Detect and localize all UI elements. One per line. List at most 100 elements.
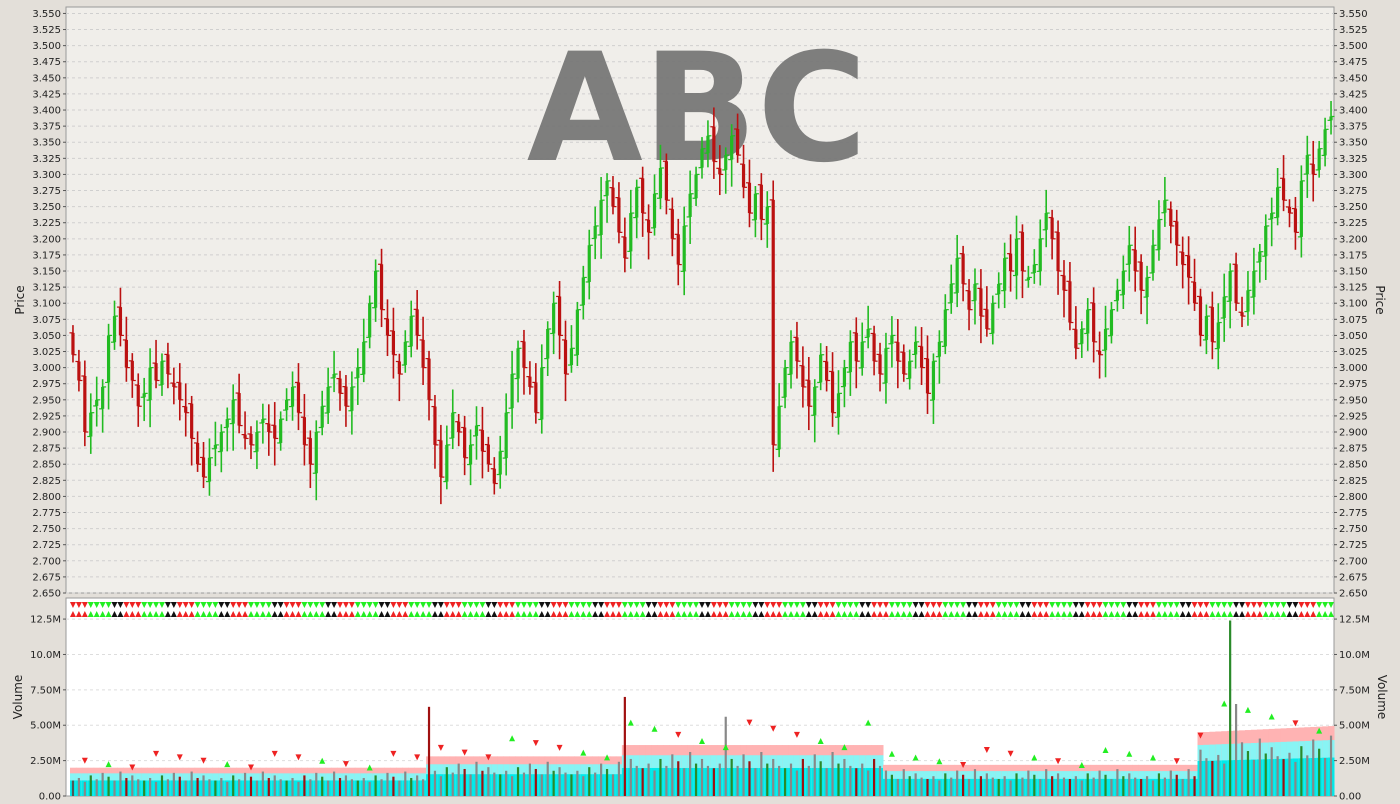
ohlc-bar bbox=[229, 384, 237, 451]
ohlc-bar bbox=[122, 316, 130, 382]
ohlc-body bbox=[225, 419, 229, 428]
volume-axis-title-left: Volume bbox=[11, 675, 25, 720]
volume-arrow-up bbox=[224, 761, 231, 768]
ohlc-bar bbox=[1262, 214, 1270, 281]
ohlc-bar bbox=[383, 299, 391, 357]
signal-arrow-up bbox=[123, 611, 130, 617]
signal-arrow-down bbox=[337, 602, 344, 608]
volume-arrow-down bbox=[960, 761, 967, 768]
ohlc-body bbox=[676, 234, 680, 265]
volume-bar bbox=[1211, 760, 1214, 796]
signal-arrow-up bbox=[930, 611, 937, 617]
signal-arrow-down bbox=[770, 602, 777, 608]
signal-arrow-down bbox=[1102, 602, 1109, 608]
ohlc-bar bbox=[953, 234, 961, 308]
volume-bar bbox=[285, 780, 288, 796]
price-tick-label: 2.950 bbox=[32, 395, 61, 406]
volume-bar bbox=[807, 765, 810, 796]
volume-bar bbox=[665, 765, 668, 796]
ohlc-bar bbox=[1321, 117, 1329, 167]
ohlc-body bbox=[825, 361, 829, 381]
volume-bar bbox=[861, 763, 864, 796]
volume-bar bbox=[469, 774, 472, 796]
ohlc-bar bbox=[924, 335, 932, 414]
ohlc-body bbox=[789, 341, 793, 375]
signal-arrow-down bbox=[793, 602, 800, 608]
signal-arrow-up bbox=[147, 611, 154, 617]
ohlc-body bbox=[368, 303, 372, 338]
ohlc-bar bbox=[1256, 243, 1264, 283]
signal-arrow-up bbox=[431, 611, 438, 617]
ohlc-bar bbox=[437, 424, 445, 505]
signal-arrow-down bbox=[722, 602, 729, 608]
volume-arrow-up bbox=[509, 735, 516, 742]
price-tick-label: 3.450 bbox=[1339, 73, 1368, 84]
signal-arrow-down bbox=[1244, 602, 1251, 608]
signal-arrow-up bbox=[811, 611, 818, 617]
volume-bar bbox=[1039, 779, 1042, 796]
ohlc-body bbox=[237, 393, 241, 426]
ohlc-body bbox=[646, 219, 651, 233]
signal-arrow-down bbox=[289, 602, 296, 608]
signal-arrow-down bbox=[1298, 602, 1305, 608]
ohlc-bar bbox=[1125, 225, 1133, 282]
signal-arrow-down bbox=[212, 602, 219, 608]
volume-bar bbox=[243, 772, 247, 796]
volume-bar bbox=[795, 770, 799, 796]
volume-arrow-down bbox=[532, 740, 539, 747]
ohlc-body bbox=[540, 367, 544, 420]
signal-arrow-up bbox=[592, 611, 599, 617]
signal-arrow-up bbox=[1019, 611, 1026, 617]
ohlc-body bbox=[617, 197, 621, 233]
signal-arrow-down bbox=[1084, 602, 1091, 608]
ohlc-bar bbox=[585, 229, 593, 300]
signal-arrow-down bbox=[1072, 602, 1079, 608]
ohlc-body bbox=[1317, 148, 1321, 170]
ohlc-body bbox=[712, 126, 716, 162]
signal-arrow-up bbox=[1025, 611, 1032, 617]
ohlc-bar bbox=[811, 379, 819, 443]
signal-arrow-up bbox=[461, 611, 468, 617]
signal-arrow-down bbox=[206, 602, 213, 608]
volume-arrow-up bbox=[888, 750, 895, 757]
ohlc-bar bbox=[1244, 271, 1252, 326]
ohlc-bar bbox=[366, 295, 374, 349]
ohlc-body bbox=[397, 361, 401, 375]
signal-arrow-up bbox=[977, 611, 984, 617]
volume-bar bbox=[1086, 773, 1089, 796]
signal-arrow-down bbox=[426, 602, 433, 608]
signal-arrow-down bbox=[1215, 602, 1222, 608]
signal-arrow-up bbox=[734, 611, 741, 617]
ohlc-bar bbox=[188, 395, 196, 466]
signal-arrow-up bbox=[218, 611, 225, 617]
ohlc-bar bbox=[757, 173, 765, 241]
ohlc-body bbox=[457, 421, 461, 433]
ohlc-body bbox=[694, 174, 698, 199]
ohlc-bar bbox=[1042, 189, 1050, 248]
price-tick-label: 3.300 bbox=[1339, 170, 1368, 181]
signal-arrow-down bbox=[853, 602, 860, 608]
ohlc-body bbox=[1175, 221, 1179, 246]
signal-arrow-up bbox=[325, 611, 332, 617]
volume-bar bbox=[1234, 704, 1238, 796]
ohlc-bar bbox=[656, 144, 664, 210]
signal-arrow-up bbox=[129, 611, 136, 617]
price-tick-label: 3.475 bbox=[1339, 57, 1368, 68]
ohlc-body bbox=[629, 213, 633, 252]
signal-arrow-down bbox=[942, 602, 949, 608]
volume-bar bbox=[77, 777, 81, 796]
signal-arrow-up bbox=[1013, 611, 1020, 617]
volume-bar bbox=[1246, 751, 1250, 796]
signal-arrow-up bbox=[1161, 611, 1168, 617]
volume-arrow-up bbox=[1078, 761, 1085, 768]
ohlc-body bbox=[1210, 307, 1214, 342]
signal-arrow-up bbox=[1108, 611, 1115, 617]
signal-arrow-up bbox=[568, 611, 575, 617]
volume-tick-label: 10.0M bbox=[30, 650, 61, 661]
signal-arrow-down bbox=[99, 602, 106, 608]
ohlc-bar bbox=[443, 425, 451, 490]
volume-bar bbox=[659, 758, 662, 796]
ohlc-body bbox=[1252, 271, 1256, 298]
volume-bar bbox=[1098, 770, 1101, 796]
